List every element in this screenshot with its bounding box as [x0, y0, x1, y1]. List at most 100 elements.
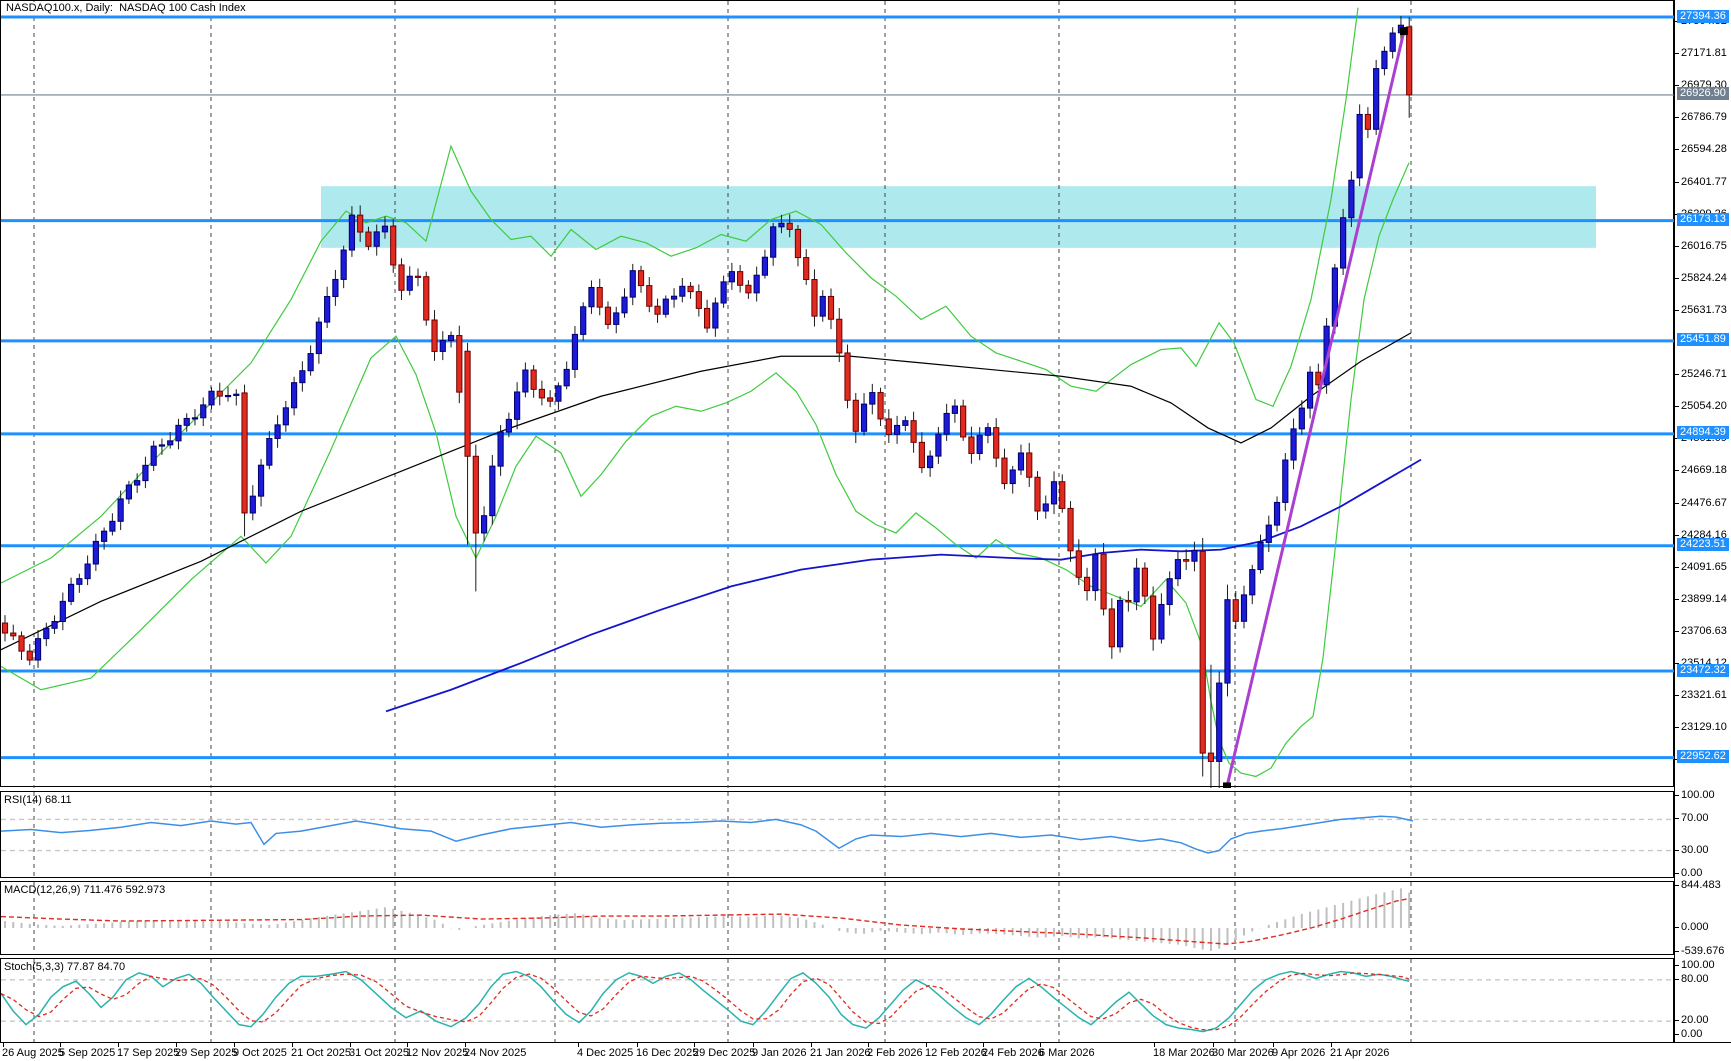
price-axis-label: 24091.65	[1681, 561, 1727, 573]
date-axis-tick	[60, 1043, 61, 1047]
stoch-svg	[1, 959, 1673, 1043]
price-line-label: 26926.90	[1677, 87, 1729, 100]
price-axis-tick	[1675, 599, 1679, 600]
stoch-label: Stoch(5,3,3) 77.87 84.70	[4, 961, 126, 973]
price-axis-label: 23129.10	[1681, 721, 1727, 733]
price-axis-label: 23321.61	[1681, 689, 1727, 701]
date-axis-tick	[1273, 1043, 1274, 1047]
price-axis-label: 0.00	[1681, 867, 1703, 879]
price-axis-tick	[1675, 310, 1679, 311]
price-axis[interactable]: 27364.3227171.8126979.3026786.7926594.28…	[1674, 0, 1731, 1042]
date-axis-label: 16 Dec 2025	[636, 1047, 699, 1059]
macd-signal-line	[1, 897, 1410, 945]
date-axis-tick	[811, 1043, 812, 1047]
price-axis-tick	[1675, 182, 1679, 183]
price-axis-tick	[1675, 663, 1679, 664]
price-axis-label: 25824.24	[1681, 272, 1727, 284]
rsi-panel[interactable]: RSI(14) 68.11	[0, 791, 1674, 878]
date-axis-tick	[407, 1043, 408, 1047]
supply-zone-rectangle	[321, 186, 1596, 248]
candles-layer	[1, 16, 1413, 788]
stoch-k-line	[1, 970, 1410, 1033]
stoch-panel[interactable]: Stoch(5,3,3) 77.87 84.70	[0, 958, 1674, 1043]
date-axis-tick	[1040, 1043, 1041, 1047]
macd-svg	[1, 882, 1412, 954]
date-axis-tick	[578, 1043, 579, 1047]
date-axis-label: 9 Jan 2026	[752, 1047, 807, 1059]
date-axis-label: 24 Feb 2026	[982, 1047, 1044, 1059]
date-axis-label: 18 Mar 2026	[1153, 1047, 1215, 1059]
price-line-label: 27394.36	[1677, 10, 1729, 23]
date-axis-label: 2 Feb 2026	[867, 1047, 923, 1059]
main-chart-svg[interactable]	[1, 1, 1675, 788]
date-axis-tick	[350, 1043, 351, 1047]
price-axis-tick	[1675, 951, 1679, 952]
price-axis-tick	[1675, 727, 1679, 728]
date-axis-tick	[1331, 1043, 1332, 1047]
price-axis-tick	[1675, 695, 1679, 696]
date-axis-tick	[694, 1043, 695, 1047]
bollinger-lower-band	[1, 162, 1410, 778]
date-axis-tick	[1154, 1043, 1155, 1047]
rsi-label: RSI(14) 68.11	[4, 794, 72, 806]
date-axis-label: 4 Dec 2025	[577, 1047, 634, 1059]
date-axis-tick	[176, 1043, 177, 1047]
price-axis-label: 0.00	[1681, 1028, 1703, 1040]
date-axis-label: 26 Aug 2025	[2, 1047, 64, 1059]
price-line-label: 26173.13	[1677, 213, 1729, 226]
price-axis-tick	[1675, 117, 1679, 118]
date-axis-tick	[234, 1043, 235, 1047]
price-axis-tick	[1675, 979, 1679, 980]
main-chart-panel[interactable]: NASDAQ100.x, Daily: NASDAQ 100 Cash Inde…	[0, 0, 1675, 788]
date-axis-tick	[118, 1043, 119, 1047]
date-axis-label: 9 Oct 2025	[233, 1047, 287, 1059]
price-axis-tick	[1675, 374, 1679, 375]
date-axis-tick	[983, 1043, 984, 1047]
price-axis-tick	[1675, 567, 1679, 568]
ma-blue-line	[385, 458, 1422, 713]
macd-panel[interactable]: MACD(12,26,9) 711.476 592.973	[0, 881, 1674, 955]
stoch-d-line	[1, 972, 1410, 1031]
price-axis-label: 0.000	[1681, 921, 1709, 933]
date-axis-label: 31 Oct 2025	[349, 1047, 409, 1059]
price-axis-tick	[1675, 927, 1679, 928]
price-axis-tick	[1675, 53, 1679, 54]
date-axis-tick	[926, 1043, 927, 1047]
date-axis-label: 30 Mar 2026	[1212, 1047, 1274, 1059]
price-axis-tick	[1675, 850, 1679, 851]
price-axis-tick	[1675, 818, 1679, 819]
price-axis-tick	[1675, 149, 1679, 150]
date-axis-tick	[292, 1043, 293, 1047]
macd-histogram	[4, 888, 1411, 951]
price-axis-label: 26594.28	[1681, 143, 1727, 155]
price-axis-label: 25631.73	[1681, 304, 1727, 316]
date-axis-label: 5 Sep 2025	[59, 1047, 116, 1059]
price-line-label: 22952.62	[1677, 750, 1729, 763]
date-axis-tick	[3, 1043, 4, 1047]
price-axis-tick	[1675, 503, 1679, 504]
price-axis-label: 26016.75	[1681, 240, 1727, 252]
date-axis-label: 17 Sep 2025	[117, 1047, 180, 1059]
date-axis-label: 21 Oct 2025	[291, 1047, 351, 1059]
trendline-handle	[1223, 782, 1231, 788]
date-axis-label: 29 Dec 2025	[693, 1047, 756, 1059]
price-axis-label: 23899.14	[1681, 593, 1727, 605]
price-axis-tick	[1675, 873, 1679, 874]
date-axis[interactable]: 26 Aug 2025 5 Sep 2025 17 Sep 2025 29 Sep 2…	[0, 1042, 1731, 1061]
date-axis-tick	[868, 1043, 869, 1047]
date-axis-label: 6 Mar 2026	[1039, 1047, 1095, 1059]
price-axis-tick	[1675, 535, 1679, 536]
price-axis-tick	[1675, 1020, 1679, 1021]
price-axis-tick	[1675, 278, 1679, 279]
trendline	[1225, 30, 1406, 787]
date-axis-label: 29 Sep 2025	[175, 1047, 238, 1059]
price-axis-label: 844.483	[1681, 879, 1721, 891]
rsi-svg	[1, 792, 1673, 877]
macd-label: MACD(12,26,9) 711.476 592.973	[4, 884, 166, 896]
price-axis-label: 100.00	[1681, 959, 1715, 971]
date-axis-tick	[753, 1043, 754, 1047]
price-axis-tick	[1675, 470, 1679, 471]
date-axis-label: 21 Apr 2026	[1330, 1047, 1390, 1059]
price-axis-tick	[1675, 885, 1679, 886]
